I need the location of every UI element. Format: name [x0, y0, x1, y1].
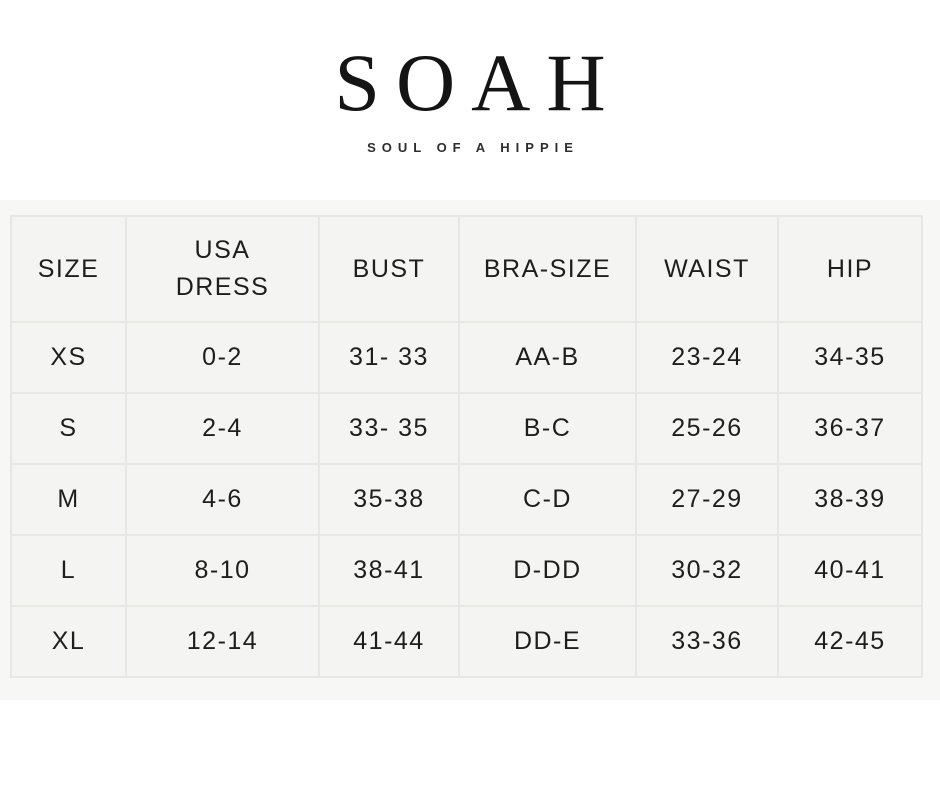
bra-size-cell: C-D	[458, 463, 637, 536]
usa-dress-cell: 12-14	[125, 605, 320, 678]
usa-dress-cell: 8-10	[125, 534, 320, 607]
waist-cell: 27-29	[635, 463, 779, 536]
hip-cell: 38-39	[777, 463, 923, 536]
waist-cell: 33-36	[635, 605, 779, 678]
size-chart-table: SIZE USA DRESS BUST BRA-SIZE WAIST HIP X…	[10, 215, 923, 678]
bust-cell: 38-41	[318, 534, 460, 607]
table-row-xs: XS 0-2 31- 33 AA-B 23-24 34-35	[10, 321, 923, 394]
table-row-m: M 4-6 35-38 C-D 27-29 38-39	[10, 463, 923, 536]
usa-dress-cell: 2-4	[125, 392, 320, 465]
brand-header: SOAH SOUL OF A HIPPIE	[0, 0, 940, 200]
usa-dress-cell: 4-6	[125, 463, 320, 536]
size-cell: M	[10, 463, 127, 536]
waist-cell: 30-32	[635, 534, 779, 607]
header-row: SIZE USA DRESS BUST BRA-SIZE WAIST HIP	[10, 215, 923, 323]
size-cell: XS	[10, 321, 127, 394]
table-row-xl: XL 12-14 41-44 DD-E 33-36 42-45	[10, 605, 923, 678]
col-header-hip: HIP	[777, 215, 923, 323]
bust-cell: 33- 35	[318, 392, 460, 465]
col-header-usa-dress-label: USA DRESS	[175, 235, 270, 302]
col-header-bra-size: BRA-SIZE	[458, 215, 637, 323]
bra-size-cell: AA-B	[458, 321, 637, 394]
bra-size-cell: D-DD	[458, 534, 637, 607]
col-header-size: SIZE	[10, 215, 127, 323]
bust-cell: 41-44	[318, 605, 460, 678]
waist-cell: 25-26	[635, 392, 779, 465]
col-header-waist: WAIST	[635, 215, 779, 323]
table-row-l: L 8-10 38-41 D-DD 30-32 40-41	[10, 534, 923, 607]
col-header-usa-dress: USA DRESS	[125, 215, 320, 323]
hip-cell: 42-45	[777, 605, 923, 678]
brand-logo: SOAH	[334, 37, 622, 128]
bust-cell: 31- 33	[318, 321, 460, 394]
col-header-bust: BUST	[318, 215, 460, 323]
table-row-s: S 2-4 33- 35 B-C 25-26 36-37	[10, 392, 923, 465]
hip-cell: 36-37	[777, 392, 923, 465]
size-cell: L	[10, 534, 127, 607]
bust-cell: 35-38	[318, 463, 460, 536]
size-cell: XL	[10, 605, 127, 678]
usa-dress-cell: 0-2	[125, 321, 320, 394]
hip-cell: 40-41	[777, 534, 923, 607]
hip-cell: 34-35	[777, 321, 923, 394]
bra-size-cell: B-C	[458, 392, 637, 465]
brand-tagline: SOUL OF A HIPPIE	[367, 140, 579, 155]
size-chart-section: SIZE USA DRESS BUST BRA-SIZE WAIST HIP X…	[0, 200, 940, 700]
size-cell: S	[10, 392, 127, 465]
bra-size-cell: DD-E	[458, 605, 637, 678]
waist-cell: 23-24	[635, 321, 779, 394]
